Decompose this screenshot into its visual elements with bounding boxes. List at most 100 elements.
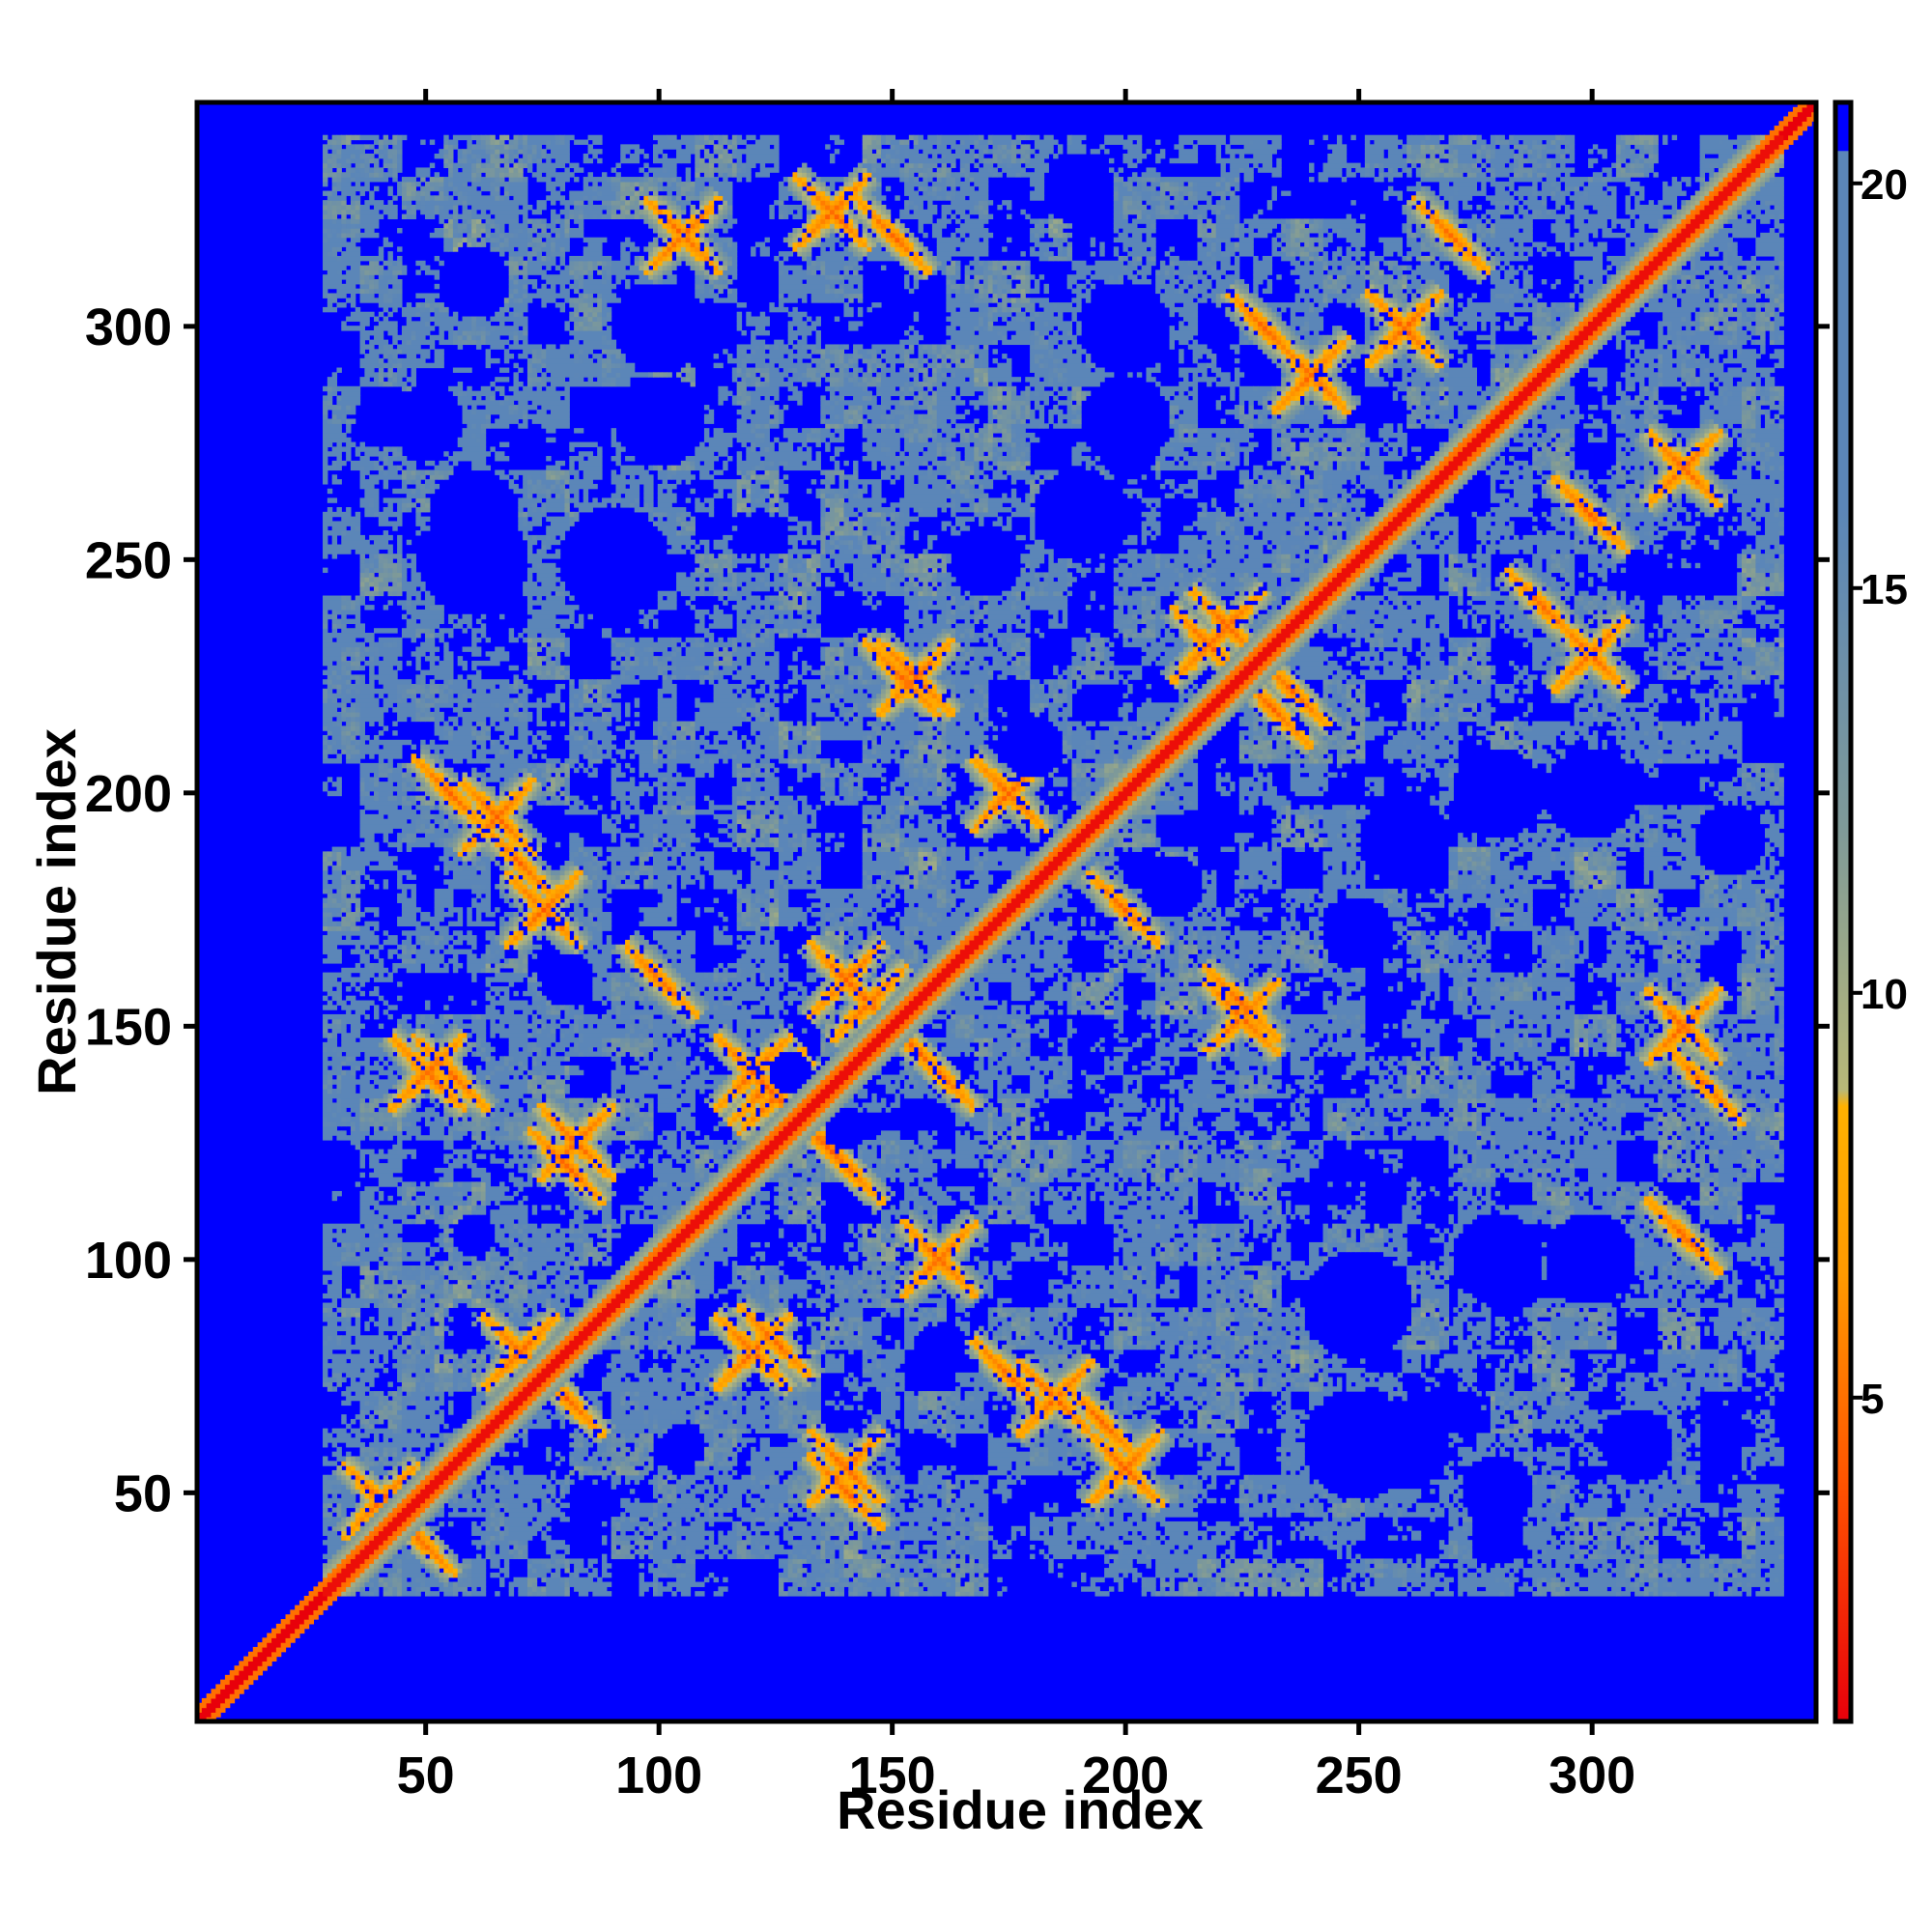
heatmap-cell [1094, 1544, 1100, 1550]
heatmap-cell [411, 1544, 416, 1550]
heatmap-cell [1578, 1517, 1584, 1522]
heatmap-cell [951, 1493, 956, 1499]
heatmap-cell [1564, 1484, 1571, 1490]
heatmap-cell [1146, 1442, 1151, 1448]
heatmap-cell [1597, 1553, 1604, 1560]
heatmap-cell [1179, 1474, 1184, 1481]
heatmap-cell [383, 1479, 389, 1485]
heatmap-cell [1164, 1489, 1171, 1494]
heatmap-cell [346, 1558, 352, 1564]
heatmap-cell [1197, 1451, 1203, 1458]
heatmap-cell [1625, 1540, 1631, 1546]
heatmap-cell [1262, 1591, 1268, 1597]
heatmap-cell [1550, 1493, 1556, 1499]
heatmap-cell [526, 1423, 552, 1430]
heatmap-cell [327, 1595, 338, 1602]
heatmap-cell [443, 1497, 449, 1504]
heatmap-cell [1592, 1489, 1612, 1494]
heatmap-cell [1755, 1548, 1784, 1555]
heatmap-cell [457, 1497, 464, 1504]
heatmap-cell [1183, 1484, 1189, 1490]
heatmap-cell [1053, 1409, 1059, 1415]
heatmap-cell [880, 1512, 887, 1518]
heatmap-cell [1555, 1428, 1561, 1435]
heatmap-cell [611, 1553, 617, 1560]
heatmap-cell [467, 1484, 482, 1490]
heatmap-cell [620, 1465, 626, 1471]
heatmap-cell [467, 1507, 472, 1513]
heatmap-cell [1638, 1572, 1645, 1578]
heatmap-cell [1085, 1544, 1092, 1550]
heatmap-cell [1030, 1461, 1036, 1466]
heatmap-cell [1258, 1581, 1264, 1587]
heatmap-cell [336, 1563, 342, 1569]
heatmap-cell [746, 1461, 794, 1466]
heatmap-cell [667, 1558, 672, 1564]
heatmap-cell [982, 1558, 989, 1564]
heatmap-cell [350, 1489, 356, 1494]
heatmap-cell [1030, 1414, 1036, 1420]
heatmap-cell [471, 1520, 477, 1527]
heatmap-cell [820, 1465, 826, 1471]
heatmap-cell [1253, 1548, 1273, 1555]
heatmap-cell [346, 1484, 352, 1490]
heatmap-cell [843, 1446, 849, 1453]
heatmap-cell [1043, 1428, 1049, 1435]
heatmap-cell [867, 1507, 872, 1513]
heatmap-cell [1155, 1437, 1161, 1443]
heatmap-cell [834, 1563, 840, 1569]
heatmap-cell [369, 1489, 375, 1494]
heatmap-cell [318, 1581, 324, 1587]
heatmap-cell [359, 1530, 365, 1536]
heatmap-cell [820, 1544, 826, 1550]
heatmap-cell [1643, 1558, 1650, 1564]
heatmap-cell [429, 1558, 436, 1564]
heatmap-cell [1438, 1484, 1459, 1490]
heatmap-cell [834, 1517, 840, 1522]
heatmap-cell [499, 1497, 533, 1504]
heatmap-cell [1690, 1568, 1696, 1574]
heatmap-cell [503, 1502, 510, 1509]
heatmap-cell [1402, 1572, 1407, 1578]
heatmap-cell [1151, 1437, 1156, 1443]
heatmap-cell [1658, 1474, 1668, 1481]
heatmap-cell [1686, 1568, 1691, 1574]
heatmap-cell [467, 1568, 472, 1574]
heatmap-cell [685, 1540, 715, 1546]
heatmap-cell [1187, 1489, 1194, 1494]
heatmap-cell [387, 1520, 403, 1527]
heatmap-cell [429, 1591, 440, 1597]
heatmap-cell [239, 1670, 254, 1676]
heatmap-cell [1099, 1484, 1105, 1490]
heatmap-cell [1755, 1553, 1780, 1560]
heatmap-cell [1146, 1479, 1151, 1485]
heatmap-cell [1164, 1530, 1184, 1536]
heatmap-cell [1304, 1572, 1310, 1578]
heatmap-cell [513, 1540, 519, 1546]
heatmap-cell [1132, 1446, 1138, 1453]
heatmap-cell [401, 1423, 440, 1430]
heatmap-cell [885, 1469, 900, 1476]
heatmap-cell [1225, 1423, 1231, 1430]
heatmap-cell [1374, 1572, 1379, 1578]
heatmap-cell [1234, 1572, 1240, 1578]
heatmap-cell [457, 1563, 464, 1569]
heatmap-cell [890, 1544, 896, 1550]
heatmap-cell [452, 1456, 468, 1462]
heatmap-cell [923, 1479, 943, 1485]
heatmap-cell [411, 1484, 416, 1490]
heatmap-cell [1588, 1535, 1594, 1541]
heatmap-cell [797, 1577, 803, 1583]
heatmap-cell [1113, 1577, 1123, 1583]
heatmap-cell [490, 1525, 496, 1532]
heatmap-cell [1281, 1451, 1287, 1458]
heatmap-cell [411, 1548, 416, 1555]
heatmap-cell [1243, 1563, 1250, 1569]
heatmap-cell [1643, 1568, 1650, 1574]
heatmap-cell [1141, 1540, 1148, 1546]
heatmap-cell [1071, 1428, 1077, 1435]
heatmap-cell [1253, 1497, 1259, 1504]
heatmap-cell [782, 1591, 789, 1597]
heatmap-cell [383, 1489, 389, 1494]
heatmap-cell [592, 1451, 603, 1458]
